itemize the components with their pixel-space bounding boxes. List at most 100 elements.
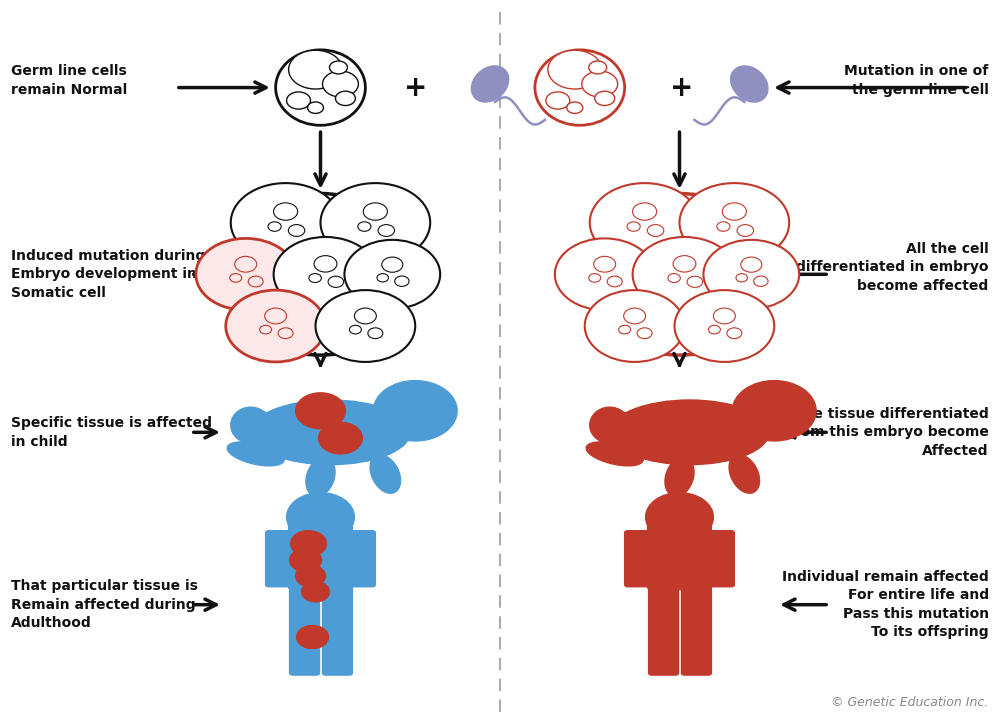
Circle shape	[395, 276, 409, 286]
Circle shape	[624, 308, 646, 324]
Text: +: +	[670, 74, 693, 102]
Circle shape	[260, 325, 272, 334]
Ellipse shape	[610, 400, 769, 464]
Circle shape	[368, 328, 383, 339]
Circle shape	[274, 203, 298, 220]
FancyBboxPatch shape	[706, 531, 734, 587]
Ellipse shape	[729, 455, 760, 493]
Circle shape	[302, 582, 329, 602]
Circle shape	[708, 325, 720, 334]
Circle shape	[546, 92, 570, 109]
Text: © Genetic Education Inc.: © Genetic Education Inc.	[831, 696, 989, 709]
Ellipse shape	[586, 442, 643, 466]
Circle shape	[754, 276, 768, 286]
FancyBboxPatch shape	[649, 586, 679, 675]
Circle shape	[594, 257, 616, 272]
Circle shape	[673, 256, 696, 272]
Circle shape	[589, 273, 601, 282]
Circle shape	[585, 290, 684, 362]
Circle shape	[296, 565, 325, 587]
Circle shape	[290, 549, 321, 572]
FancyBboxPatch shape	[322, 586, 352, 675]
Circle shape	[287, 492, 354, 541]
Ellipse shape	[370, 455, 401, 493]
Ellipse shape	[251, 400, 410, 464]
Circle shape	[373, 381, 457, 441]
Circle shape	[637, 328, 652, 339]
Ellipse shape	[598, 412, 652, 431]
Circle shape	[555, 239, 655, 310]
Circle shape	[268, 222, 281, 231]
Circle shape	[278, 328, 293, 339]
Circle shape	[328, 276, 344, 288]
Ellipse shape	[471, 66, 509, 102]
Circle shape	[703, 240, 799, 309]
Circle shape	[196, 239, 296, 310]
Circle shape	[319, 423, 362, 454]
Circle shape	[320, 183, 430, 262]
Text: Mutation in one of
the germ line cell: Mutation in one of the germ line cell	[844, 64, 989, 97]
Circle shape	[595, 91, 615, 105]
FancyBboxPatch shape	[648, 523, 711, 590]
Ellipse shape	[231, 407, 271, 443]
Circle shape	[722, 203, 746, 220]
Text: Individual remain affected
For entire life and
Pass this mutation
To its offspri: Individual remain affected For entire li…	[782, 570, 989, 640]
Circle shape	[675, 290, 774, 362]
Ellipse shape	[665, 457, 694, 496]
Circle shape	[727, 328, 742, 339]
Circle shape	[378, 224, 395, 236]
FancyBboxPatch shape	[681, 586, 711, 675]
Ellipse shape	[535, 50, 625, 125]
Circle shape	[680, 183, 789, 262]
Circle shape	[646, 492, 713, 541]
Circle shape	[590, 183, 699, 262]
Ellipse shape	[590, 407, 630, 443]
Circle shape	[619, 325, 631, 334]
Circle shape	[363, 203, 387, 220]
Circle shape	[297, 626, 328, 648]
Circle shape	[231, 183, 340, 262]
Circle shape	[289, 50, 342, 89]
Circle shape	[349, 325, 361, 334]
Text: Induced mutation during
Embryо development in
Somatic cell: Induced mutation during Embryо developme…	[11, 249, 206, 300]
Ellipse shape	[306, 457, 335, 496]
Circle shape	[736, 274, 747, 282]
Circle shape	[309, 273, 321, 283]
Circle shape	[308, 102, 323, 113]
FancyBboxPatch shape	[347, 531, 375, 587]
Circle shape	[354, 308, 376, 324]
Circle shape	[314, 256, 337, 272]
Circle shape	[265, 308, 287, 324]
Ellipse shape	[276, 50, 365, 125]
Circle shape	[316, 290, 415, 362]
Text: All the tissue differentiated
From this embryo become
Affected: All the tissue differentiated From this …	[772, 407, 989, 458]
Ellipse shape	[239, 412, 293, 431]
Circle shape	[627, 222, 640, 231]
Circle shape	[274, 237, 377, 311]
Circle shape	[741, 257, 762, 273]
Circle shape	[633, 237, 736, 311]
Ellipse shape	[585, 193, 774, 355]
Circle shape	[287, 92, 311, 109]
Circle shape	[582, 71, 618, 97]
Circle shape	[226, 290, 325, 362]
Circle shape	[589, 61, 607, 74]
Circle shape	[713, 308, 735, 324]
FancyBboxPatch shape	[625, 531, 653, 587]
FancyBboxPatch shape	[290, 586, 320, 675]
Circle shape	[358, 222, 371, 231]
Circle shape	[633, 203, 657, 220]
Circle shape	[732, 381, 816, 441]
Ellipse shape	[226, 193, 415, 355]
Circle shape	[248, 276, 263, 287]
Circle shape	[548, 50, 602, 89]
Circle shape	[291, 531, 326, 557]
Circle shape	[329, 61, 347, 74]
Circle shape	[382, 257, 403, 273]
Text: +: +	[404, 74, 427, 102]
Text: All the cell
differentiated in embryo
become affected: All the cell differentiated in embryo be…	[796, 242, 989, 293]
Circle shape	[322, 71, 358, 97]
Circle shape	[647, 224, 664, 236]
Circle shape	[687, 276, 703, 288]
Circle shape	[288, 224, 305, 236]
